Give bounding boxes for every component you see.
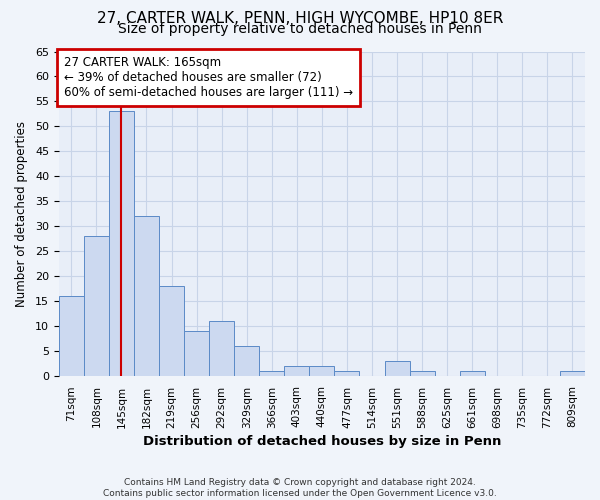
Bar	[159, 286, 184, 376]
Bar	[259, 370, 284, 376]
Text: 27, CARTER WALK, PENN, HIGH WYCOMBE, HP10 8ER: 27, CARTER WALK, PENN, HIGH WYCOMBE, HP1…	[97, 11, 503, 26]
Bar	[84, 236, 109, 376]
Bar	[184, 331, 209, 376]
Text: 27 CARTER WALK: 165sqm
← 39% of detached houses are smaller (72)
60% of semi-det: 27 CARTER WALK: 165sqm ← 39% of detached…	[64, 56, 353, 100]
Bar	[109, 112, 134, 376]
Bar	[234, 346, 259, 376]
Bar	[410, 370, 434, 376]
Bar	[209, 321, 234, 376]
Bar	[334, 370, 359, 376]
Bar	[134, 216, 159, 376]
Bar	[284, 366, 310, 376]
Y-axis label: Number of detached properties: Number of detached properties	[15, 120, 28, 306]
Bar	[310, 366, 334, 376]
Bar	[560, 370, 585, 376]
X-axis label: Distribution of detached houses by size in Penn: Distribution of detached houses by size …	[143, 434, 501, 448]
Bar	[460, 370, 485, 376]
Text: Size of property relative to detached houses in Penn: Size of property relative to detached ho…	[118, 22, 482, 36]
Bar	[59, 296, 84, 376]
Text: Contains HM Land Registry data © Crown copyright and database right 2024.
Contai: Contains HM Land Registry data © Crown c…	[103, 478, 497, 498]
Bar	[385, 360, 410, 376]
